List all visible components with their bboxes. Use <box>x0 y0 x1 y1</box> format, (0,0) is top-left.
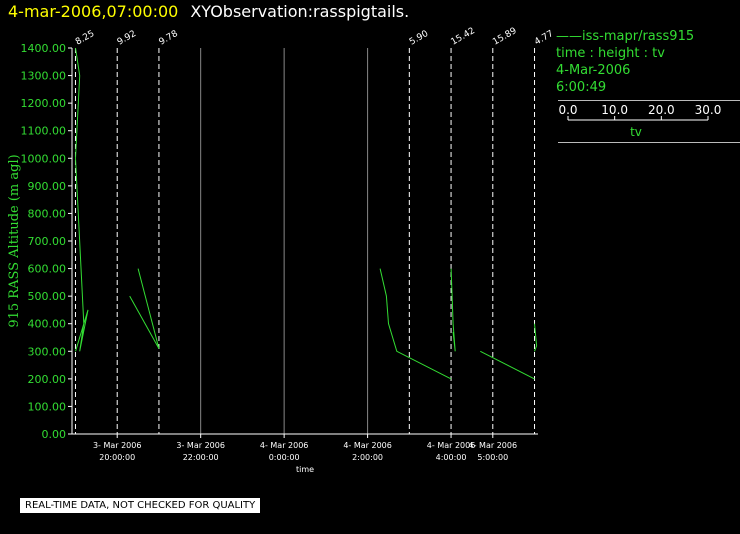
x-tick-date: 4- Mar 2006 <box>427 441 476 450</box>
y-tick-label: 100.00 <box>28 400 67 413</box>
legend-variables: time : height : tv <box>556 46 665 61</box>
y-tick-label: 1100.00 <box>21 125 67 138</box>
y-tick-label: 1400.00 <box>21 42 67 55</box>
x-tick-time: 4:00:00 <box>436 453 467 462</box>
legend-series-label: iss-mapr/rass915 <box>582 29 695 44</box>
profile-tv-label: 5.90 <box>408 29 431 48</box>
x-tick-time: 22:00:00 <box>183 453 219 462</box>
x-axis-label: time <box>296 465 314 474</box>
profile-tv-label: 9.78 <box>157 29 180 48</box>
legend-scale-tick-label: 30.0 <box>695 103 722 117</box>
profile-trace <box>74 47 89 352</box>
x-tick-time: 20:00:00 <box>99 453 135 462</box>
y-tick-label: 1300.00 <box>21 70 67 83</box>
profile-trace <box>480 350 535 380</box>
y-tick-label: 800.00 <box>28 207 67 220</box>
y-axis-label: 915 RASS Altitude (m agl) <box>7 154 22 327</box>
x-tick-time: 0:00:00 <box>269 453 300 462</box>
title-dataset: XYObservation:rasspigtails. <box>190 2 410 21</box>
y-tick-label: 300.00 <box>28 345 67 358</box>
x-tick-date: 4- Mar 2006 <box>260 441 309 450</box>
legend-swatch: —— <box>556 29 582 44</box>
profile-tv-label: 8.25 <box>74 29 96 48</box>
y-tick-label: 400.00 <box>28 318 67 331</box>
quality-disclaimer: REAL-TIME DATA, NOT CHECKED FOR QUALITY <box>20 498 261 513</box>
x-tick-date: 4- Mar 2006 <box>469 441 518 450</box>
legend-scale-tick-label: 0.0 <box>558 103 577 117</box>
profile-tv-label: 15.89 <box>491 26 519 48</box>
y-tick-label: 200.00 <box>28 373 67 386</box>
profile-tv-label: 15.42 <box>450 26 477 48</box>
profile-trace <box>450 268 456 352</box>
legend-scale-tick-label: 10.0 <box>601 103 628 117</box>
y-tick-label: 900.00 <box>28 180 67 193</box>
profile-tv-label: 9.92 <box>116 29 138 48</box>
legend-series: ——iss-mapr/rass915 <box>556 28 740 45</box>
y-tick-label: 700.00 <box>28 235 67 248</box>
x-tick-time: 5:00:00 <box>477 453 508 462</box>
y-tick-label: 1000.00 <box>21 152 67 165</box>
legend-date: 4-Mar-2006 <box>556 63 631 78</box>
x-tick-date: 3- Mar 2006 <box>93 441 142 450</box>
y-tick-label: 1200.00 <box>21 97 67 110</box>
y-tick-label: 0.00 <box>42 428 67 441</box>
legend-time: 6:00:49 <box>556 80 607 95</box>
chart-title: 4-mar-2006,07:00:00 XYObservation:rasspig… <box>8 2 409 21</box>
legend-scale: 0.0 10.0 20.0 30.0 tv <box>558 100 740 143</box>
legend-scale-tick-label: 20.0 <box>648 103 675 117</box>
legend: ——iss-mapr/rass915 time : height : tv 4-… <box>556 28 740 144</box>
profile-trace <box>129 295 160 349</box>
x-tick-time: 2:00:00 <box>352 453 383 462</box>
y-tick-label: 500.00 <box>28 290 67 303</box>
profile-tv-label: 4.77 <box>533 29 555 48</box>
x-tick-date: 4- Mar 2006 <box>343 441 392 450</box>
x-tick-date: 3- Mar 2006 <box>176 441 225 450</box>
legend-scale-label: tv <box>630 125 642 139</box>
profile-trace <box>534 323 538 352</box>
profile-trace <box>379 268 452 380</box>
title-timestamp: 4-mar-2006,07:00:00 <box>8 2 179 21</box>
y-tick-label: 600.00 <box>28 263 67 276</box>
profile-trace <box>137 268 160 349</box>
